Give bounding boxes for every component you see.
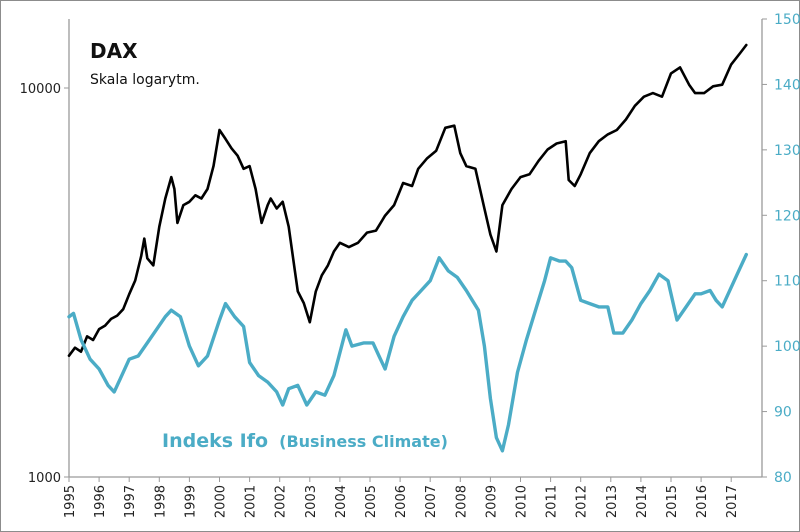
x-tick-label: 2006 [394, 485, 409, 518]
x-tick-label: 2009 [484, 485, 499, 518]
right-tick-label: 130 [774, 143, 800, 159]
right-tick-label: 110 [774, 274, 800, 290]
x-tick-label: 2017 [725, 485, 740, 518]
right-tick-label: 100 [774, 339, 800, 355]
right-tick-label: 80 [774, 470, 792, 486]
ifo-label-sub: (Business Climate) [279, 432, 448, 451]
x-tick-label: 2004 [334, 485, 349, 518]
ifo-label-main: Indeks Ifo [162, 430, 268, 452]
right-tick-label: 90 [774, 405, 792, 421]
x-tick-label: 1995 [63, 485, 78, 518]
right-tick-label: 120 [774, 208, 800, 224]
chart-title: DAX [90, 39, 138, 63]
x-tick-label: 2001 [244, 485, 259, 518]
x-tick-label: 1998 [153, 485, 168, 518]
x-tick-label: 2016 [695, 485, 710, 518]
left-tick-label: 10000 [20, 82, 61, 97]
x-tick-label: 2015 [665, 485, 680, 518]
axes: 1000 10000 80 90 100 110 120 130 140 150 1995 1996 1… [20, 12, 800, 518]
series-group [67, 43, 748, 453]
dax-line [67, 43, 748, 358]
right-tick-label: 150 [774, 12, 800, 28]
chart-subtitle: Skala logarytm. [90, 72, 200, 88]
x-tick-label: 2007 [424, 485, 439, 518]
x-tick-label: 2012 [575, 485, 590, 518]
left-tick-label: 1000 [28, 471, 61, 486]
x-tick-label: 2002 [274, 485, 289, 518]
x-tick-label: 2010 [515, 485, 530, 518]
x-tick-label: 2003 [304, 485, 319, 518]
x-tick-label: 2013 [605, 485, 620, 518]
right-tick-label: 140 [774, 77, 800, 93]
x-tick-label: 2011 [545, 485, 560, 518]
x-tick-label: 1999 [183, 485, 198, 518]
ifo-series-label: Indeks Ifo (Business Climate) [162, 430, 448, 452]
x-tick-label: 2000 [214, 485, 229, 518]
ifo-line [67, 252, 748, 453]
x-tick-label: 1996 [93, 485, 108, 518]
x-tick-label: 2005 [364, 485, 379, 518]
x-tick-label: 2014 [635, 485, 650, 518]
x-tick-label: 2008 [454, 485, 469, 518]
x-tick-label: 1997 [123, 485, 138, 518]
